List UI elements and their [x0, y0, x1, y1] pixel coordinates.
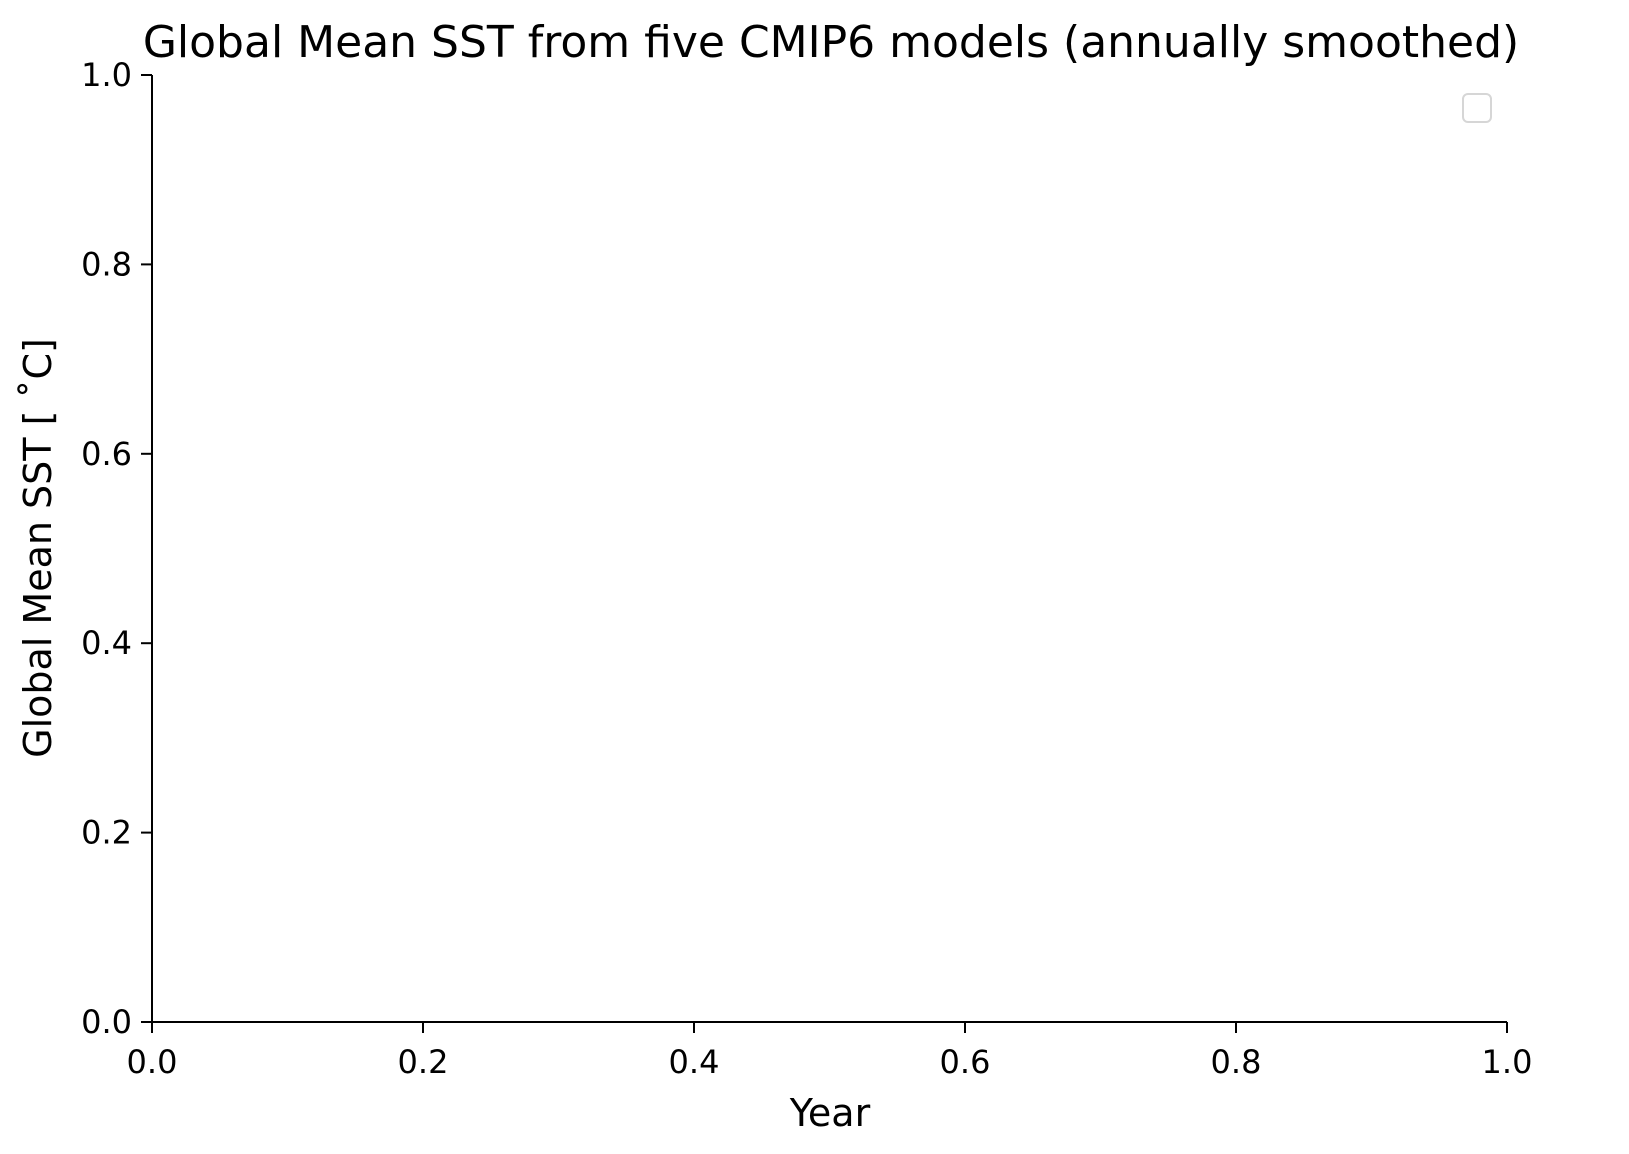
legend	[1462, 93, 1492, 123]
y-tick-label: 0.0	[81, 1003, 132, 1041]
x-axis-label: Year	[789, 1091, 871, 1135]
x-tick-label: 0.8	[1211, 1043, 1262, 1081]
legend-box	[1462, 93, 1492, 123]
x-tick-label: 0.6	[940, 1043, 991, 1081]
chart-title: Global Mean SST from five CMIP6 models (…	[143, 17, 1519, 68]
y-tick-label: 0.2	[81, 814, 132, 852]
x-tick-label: 0.0	[127, 1043, 178, 1081]
y-axis-label: Global Mean SST [ ˚C]	[16, 338, 60, 758]
y-tick-label: 0.8	[81, 245, 132, 283]
axis-ticks: 0.0 0.2 0.4 0.6 0.8 1.0 0.0 0.2 0.4 0.6 0.8 1.0	[81, 56, 1532, 1081]
y-tick-label: 0.4	[81, 624, 132, 662]
x-tick-label: 1.0	[1482, 1043, 1533, 1081]
y-tick-label: 0.6	[81, 435, 132, 473]
x-tick-label: 0.2	[398, 1043, 449, 1081]
axes	[151, 75, 1507, 1023]
x-tick-label: 0.4	[669, 1043, 720, 1081]
y-tick-label: 1.0	[81, 56, 132, 94]
